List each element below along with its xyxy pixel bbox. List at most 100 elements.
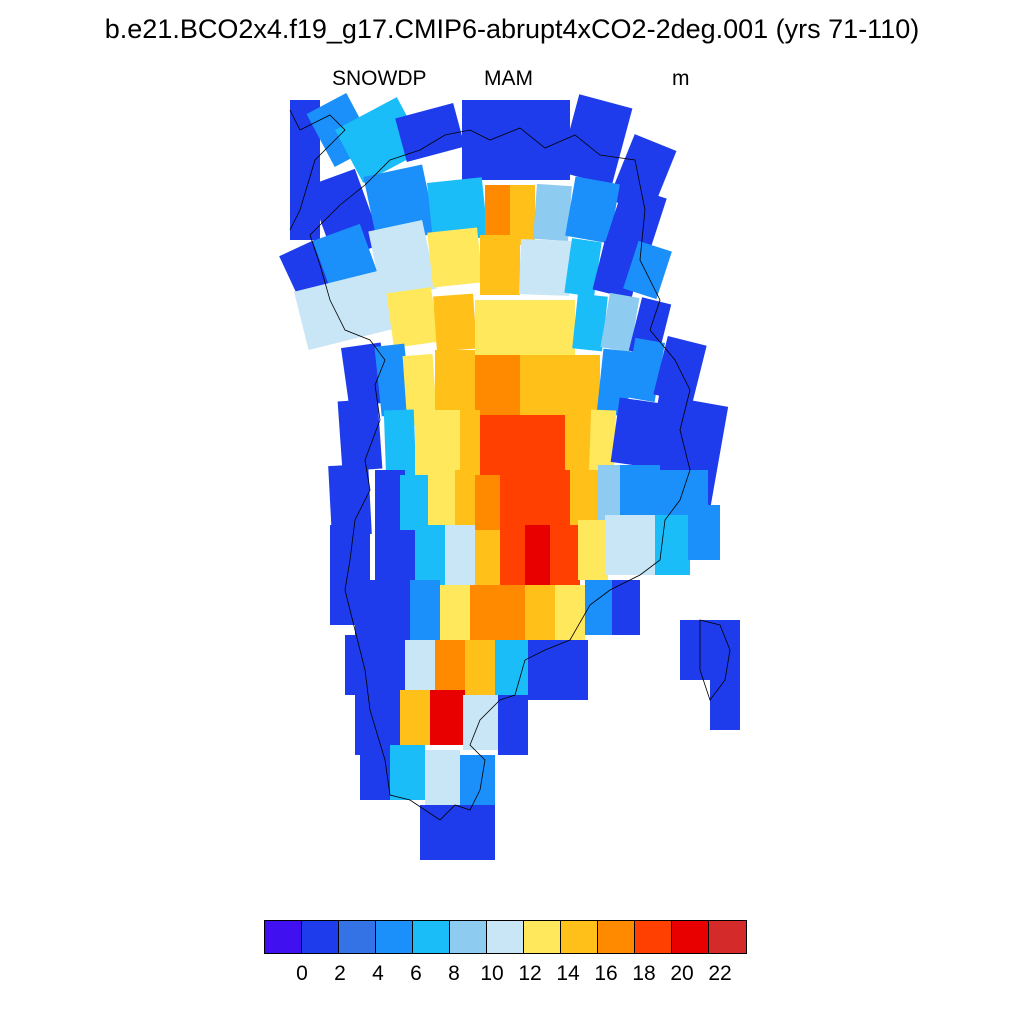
colorbar-swatch: [672, 921, 709, 953]
map-cell: [337, 398, 383, 472]
map-cell: [460, 410, 480, 480]
variable-label: SNOWDP: [332, 67, 427, 90]
map-cell: [688, 515, 713, 560]
map-cell: [555, 585, 585, 640]
colorbar-swatch: [598, 921, 635, 953]
map-cell: [572, 293, 608, 352]
colorbar-tick-label: 2: [334, 962, 346, 985]
map-cell: [525, 525, 550, 585]
map-cell: [410, 580, 440, 640]
map-cell: [515, 300, 575, 360]
map-cell: [435, 640, 465, 695]
map-cell: [445, 525, 475, 585]
coastline-path: [309, 127, 691, 821]
map-cell: [427, 177, 488, 243]
map-cell: [435, 350, 475, 415]
colorbar-labels: 0 2 4 6 8 10 12 14 16 18 20 22: [0, 962, 1024, 990]
map-cell: [710, 680, 740, 730]
colorbar-tick-label: 20: [670, 962, 694, 985]
map-cell: [565, 176, 620, 244]
map-cell: [405, 640, 435, 695]
map-cell: [533, 183, 572, 242]
map-cell: [430, 690, 465, 745]
map-cell: [475, 300, 515, 355]
colorbar-tick-label: 16: [594, 962, 618, 985]
map-cell: [525, 585, 555, 640]
map-cell: [528, 640, 588, 700]
colorbar-swatch: [487, 921, 524, 953]
map-cell: [475, 355, 520, 415]
map-cell: [400, 690, 430, 745]
units-label: m: [672, 67, 690, 90]
colorbar-swatch: [413, 921, 450, 953]
colorbar-tick-label: 10: [480, 962, 504, 985]
map-cell: [564, 238, 602, 297]
colorbar: [264, 920, 747, 954]
map-cell: [558, 94, 633, 186]
colorbar-tick-label: 8: [448, 962, 460, 985]
map-cell: [455, 470, 475, 530]
map-cell: [585, 580, 615, 635]
map-cell: [328, 464, 372, 536]
map-cell: [655, 515, 690, 575]
map-cell: [475, 530, 500, 590]
map-cell: [460, 755, 495, 810]
map-cell: [433, 293, 477, 352]
colorbar-tick-label: 6: [410, 962, 422, 985]
map-cell: [345, 635, 405, 695]
map-cell: [465, 640, 495, 695]
map-cell: [500, 470, 575, 530]
map-cell: [623, 240, 672, 300]
map-cell: [440, 585, 470, 640]
map-cell: [480, 235, 520, 295]
colorbar-swatch: [376, 921, 413, 953]
map-cell: [495, 640, 530, 695]
chart-title: b.e21.BCO2x4.f19_g17.CMIP6-abrupt4xCO2-2…: [104, 14, 920, 44]
map-cell: [610, 397, 660, 468]
map-cell: [520, 355, 600, 420]
map-cell: [498, 695, 528, 755]
colorbar-tick-label: 22: [708, 962, 732, 985]
map-cell: [386, 287, 439, 348]
colorbar-swatch: [709, 921, 746, 953]
coastline-path: [699, 619, 731, 701]
colorbar-tick-label: 4: [372, 962, 384, 985]
map-cell: [395, 103, 465, 162]
colorbar-tick-label: 0: [296, 962, 308, 985]
colorbar-swatch: [524, 921, 561, 953]
map-cell: [588, 409, 617, 476]
map-cell: [355, 580, 415, 640]
colorbar-tick-label: 12: [518, 962, 542, 985]
map-cell: [475, 475, 503, 535]
map-cell: [383, 409, 417, 481]
map-cells: [279, 92, 740, 860]
map-cell: [463, 695, 498, 750]
map-cell: [470, 585, 530, 640]
map-cell: [550, 525, 580, 585]
map-cell: [500, 530, 525, 590]
colorbar-swatch: [339, 921, 376, 953]
map-cell: [600, 292, 640, 353]
map-cell: [360, 745, 390, 800]
map-cell: [402, 354, 438, 426]
map-cell: [519, 239, 571, 296]
map-cell: [415, 410, 465, 480]
map-cell: [427, 227, 483, 288]
map-cell: [415, 525, 445, 585]
colorbar-swatch: [450, 921, 487, 953]
map-cell: [680, 620, 740, 680]
season-label: MAM: [484, 67, 533, 90]
coastline: [289, 109, 731, 821]
map-cell: [425, 750, 460, 805]
map-cell: [625, 337, 665, 403]
map-cell: [612, 580, 640, 635]
map-cell: [355, 690, 400, 755]
colorbar-swatch: [635, 921, 672, 953]
map-cell: [605, 515, 660, 575]
map-cell: [368, 220, 437, 300]
map-cell: [374, 343, 412, 417]
map-cell: [578, 520, 608, 580]
map-cell: [620, 465, 660, 520]
colorbar-swatch: [265, 921, 302, 953]
